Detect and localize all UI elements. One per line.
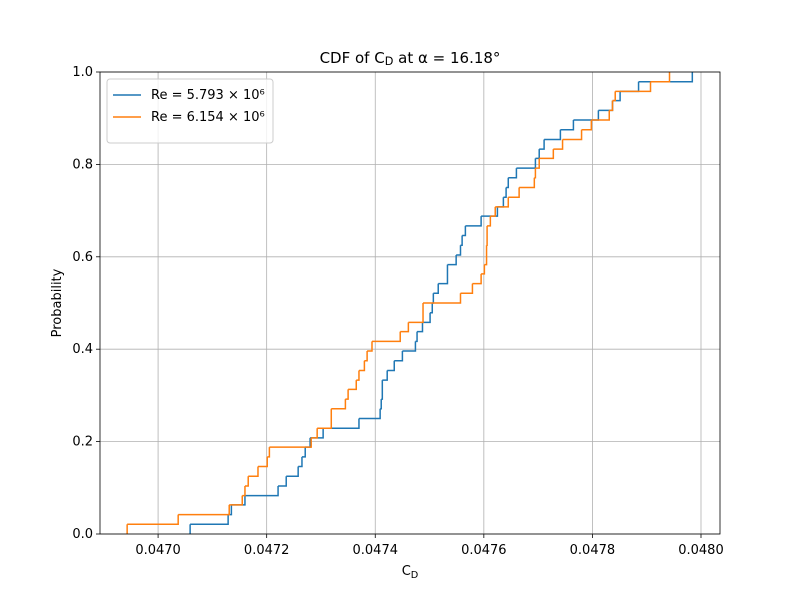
cdf-step	[190, 514, 229, 526]
cdf-step	[591, 110, 610, 121]
cdf-step	[301, 447, 306, 458]
cdf-step	[560, 120, 575, 131]
cdf-step	[481, 264, 486, 275]
cdf-step	[615, 81, 652, 93]
cdf-step	[422, 312, 431, 324]
cdf-step	[298, 456, 303, 468]
cdf-step	[229, 495, 243, 506]
cdf-step	[371, 331, 401, 343]
cdf-step	[311, 428, 318, 439]
cdf-step	[367, 341, 373, 352]
legend-box	[106, 78, 274, 144]
x-tick-label: 0.0476	[461, 543, 507, 558]
cdf-step	[539, 149, 555, 160]
cdf-step	[581, 120, 593, 131]
cdf-step	[387, 360, 396, 372]
cdf-step	[535, 158, 540, 169]
cdf-step	[484, 245, 488, 266]
cdf-step	[508, 168, 518, 179]
legend-label: Re = 6.154 × 10⁶	[151, 110, 265, 125]
x-tick-label: 0.0470	[135, 543, 181, 558]
y-tick-label: 0.6	[72, 249, 93, 264]
cdf-step	[506, 177, 510, 189]
cdf-step	[244, 476, 249, 487]
cdf-step	[462, 225, 467, 237]
x-tick-label: 0.0472	[244, 543, 290, 558]
cdf-step	[269, 437, 312, 448]
plot-frame	[99, 71, 721, 535]
cdf-step	[609, 100, 614, 112]
cdf-step	[456, 245, 462, 256]
cdf-step	[487, 216, 492, 227]
cdf-step	[348, 380, 358, 391]
cdf-step	[417, 322, 424, 333]
cdf-step	[534, 168, 537, 179]
cdf-step	[486, 225, 488, 246]
x-tick-label: 0.0474	[353, 543, 399, 558]
cdf-step	[415, 331, 418, 343]
cdf-step	[278, 476, 287, 487]
cdf-step	[460, 235, 463, 246]
cdf-step	[650, 72, 671, 83]
y-tick-label: 1.0	[72, 65, 93, 80]
cdf-step	[356, 370, 360, 381]
cdf-step	[433, 283, 439, 295]
cdf-step	[317, 408, 333, 429]
y-tick-label: 0.0	[72, 527, 93, 542]
cdf-step	[286, 466, 299, 477]
cdf-step	[257, 456, 268, 468]
cdf-step	[481, 206, 499, 217]
cdf-step	[553, 139, 564, 150]
cdf-step	[423, 293, 462, 304]
cdf-step	[438, 264, 449, 285]
cdf-step	[345, 389, 349, 400]
cdf-step	[544, 129, 562, 141]
x-tick-label: 0.0478	[570, 543, 616, 558]
cdf-step	[331, 399, 347, 410]
cdf-step	[465, 216, 482, 227]
x-axis-label: CD	[402, 564, 419, 582]
cdf-step	[358, 408, 381, 420]
cdf-step	[508, 187, 520, 198]
cdf-step	[400, 322, 410, 333]
x-tick-label: 0.0480	[678, 543, 724, 558]
cdf-step	[242, 485, 246, 497]
cdf-step	[380, 399, 382, 410]
cdf-step	[358, 360, 366, 372]
y-axis-label: Probability	[50, 268, 65, 337]
cdf-step	[612, 91, 616, 102]
y-tick-label: 0.4	[72, 342, 93, 357]
chart-title: CDF of CD at α = 16.18°	[320, 49, 501, 69]
cdf-step	[364, 351, 368, 362]
y-tick-label: 0.8	[72, 157, 93, 172]
cdf-step	[127, 514, 179, 526]
cdf-step	[490, 206, 496, 217]
cdf-step	[472, 273, 482, 285]
cdf-step	[244, 485, 279, 497]
cdf-step	[382, 370, 388, 381]
cdf-step	[460, 283, 474, 295]
cdf-step	[503, 187, 507, 198]
cdf-step	[447, 254, 457, 266]
cdf-step	[267, 447, 271, 458]
cdf-step	[539, 139, 545, 150]
cdf-step	[394, 351, 404, 362]
legend-label: Re = 5.793 × 10⁶	[151, 88, 265, 103]
cdf-step	[430, 303, 434, 314]
cdf-step	[381, 380, 384, 400]
cdf-step	[178, 504, 230, 516]
cdf-step	[248, 466, 259, 477]
cdf-step	[562, 129, 583, 141]
cdf-step	[323, 418, 360, 429]
cdf-step	[519, 177, 536, 189]
cdf-step	[402, 341, 417, 352]
cdf-step	[408, 303, 424, 324]
cdf-step	[495, 197, 510, 208]
y-tick-label: 0.2	[72, 434, 93, 449]
